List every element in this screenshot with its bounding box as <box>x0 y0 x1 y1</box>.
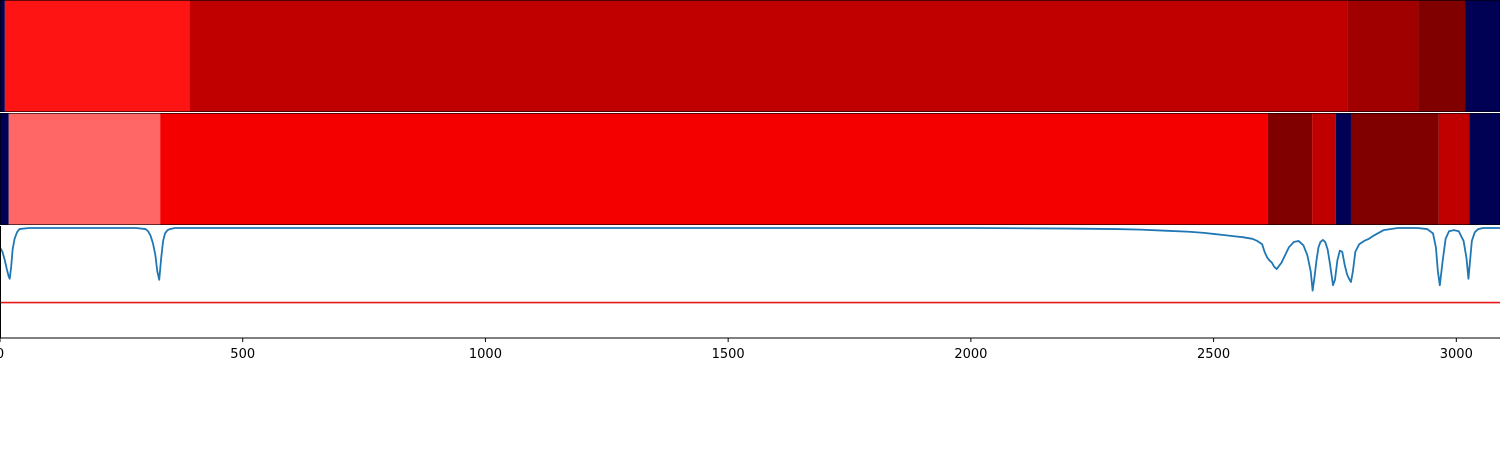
line-plot <box>0 226 1500 338</box>
segment-2-7 <box>1350 113 1439 225</box>
segment-2-3 <box>160 113 1268 225</box>
x-tick-label-2000: 2000 <box>954 347 987 362</box>
x-tick-label-1000: 1000 <box>469 347 502 362</box>
segment-2-6 <box>1335 113 1351 225</box>
segment-1-5 <box>1418 0 1466 112</box>
x-tick-label-1500: 1500 <box>712 347 745 362</box>
segment-strips <box>0 0 1500 225</box>
x-tick-label-500: 500 <box>230 347 255 362</box>
segment-2-9 <box>1469 113 1500 225</box>
segment-1-6 <box>1465 0 1500 112</box>
x-tick-label-0: 0 <box>0 347 4 362</box>
segment-2-2 <box>8 113 161 225</box>
segment-2-4 <box>1267 113 1313 225</box>
segment-2-5 <box>1312 113 1336 225</box>
x-tick-label-2500: 2500 <box>1197 347 1230 362</box>
segment-2-1 <box>0 113 9 225</box>
segment-1-1 <box>0 0 5 112</box>
segment-1-2 <box>4 0 190 112</box>
segment-1-4 <box>1347 0 1419 112</box>
segment-2-8 <box>1438 113 1470 225</box>
plot-background <box>0 226 1500 338</box>
x-axis: 0 500 1000 1500 2000 2500 3000 <box>0 337 1500 362</box>
x-tick-label-3000: 3000 <box>1440 347 1473 362</box>
series-line-1 <box>0 227 1500 292</box>
segment-1-3 <box>189 0 1348 112</box>
